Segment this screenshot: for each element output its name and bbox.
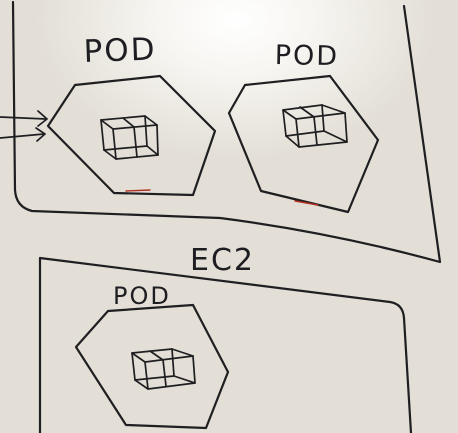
pod-3-hexagon <box>74 303 230 430</box>
pod-1-container-cube-icon <box>100 115 159 160</box>
top-node-box <box>11 0 442 264</box>
pod-3-container-cube-icon <box>131 348 196 390</box>
ec2-label: EC2 <box>190 243 255 278</box>
ec2-node-box <box>38 256 413 433</box>
incoming-arrows <box>0 110 48 142</box>
pod-3-label: POD <box>113 282 171 310</box>
pod-2-container-cube-icon <box>282 104 348 148</box>
pod-1-label: POD <box>83 31 158 70</box>
pod-2-label: POD <box>274 40 340 73</box>
pod-2-hexagon <box>227 74 380 214</box>
arrow-lower <box>0 127 46 142</box>
pod-1-hexagon <box>46 74 217 197</box>
arrow-upper <box>0 110 48 127</box>
